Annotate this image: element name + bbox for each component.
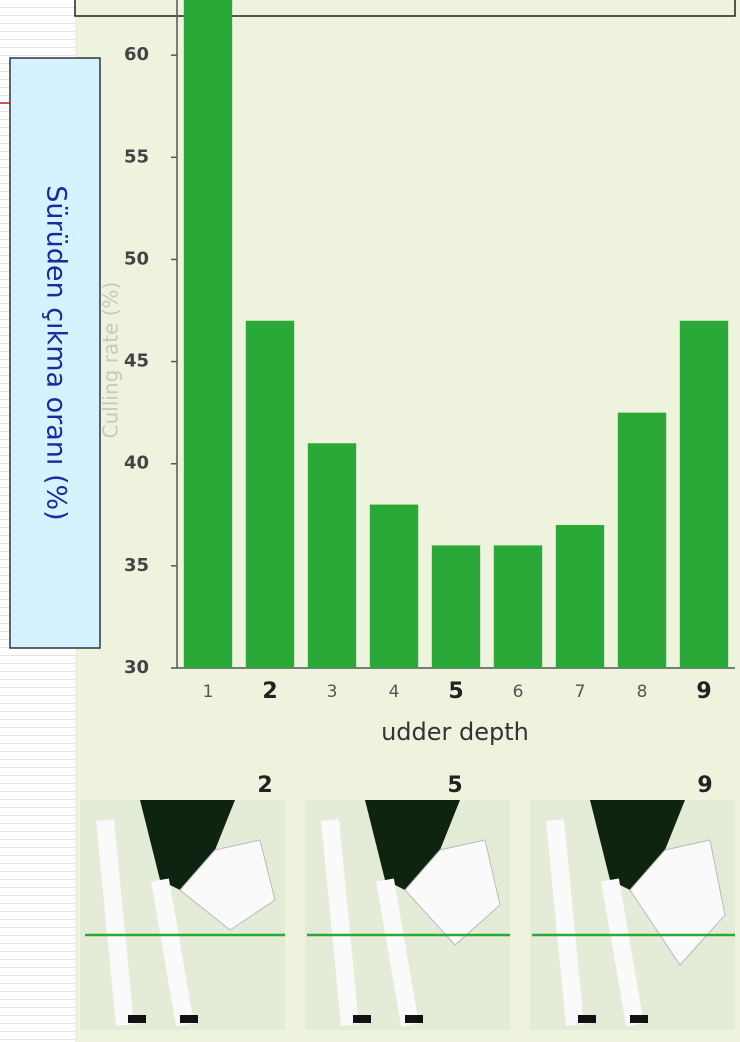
x-tick-label: 8	[637, 682, 648, 702]
x-tick-label: 4	[389, 682, 400, 702]
bar	[369, 504, 419, 668]
x-tick-label: 3	[327, 682, 338, 702]
bar	[617, 412, 667, 668]
y-tick-label: 45	[124, 351, 149, 372]
udder-image	[80, 800, 285, 1030]
x-tick-label: 7	[575, 682, 586, 702]
x-tick-label: 9	[696, 679, 711, 704]
bar	[555, 525, 605, 668]
y-tick-label: 50	[124, 248, 149, 269]
x-tick-label: 1	[203, 682, 214, 702]
original-y-label: Culling rate (%)	[99, 282, 123, 439]
panel-label: 2	[257, 773, 272, 798]
bar	[245, 320, 295, 668]
y-tick-label: 30	[124, 657, 149, 678]
udder-panels	[80, 800, 735, 1030]
bar	[183, 0, 233, 668]
x-tick-label: 2	[262, 679, 277, 704]
udder-image	[305, 800, 510, 1030]
panel-label: 9	[697, 773, 712, 798]
top-box	[74, 0, 736, 17]
x-tick-label: 5	[448, 679, 463, 704]
bar	[307, 443, 357, 668]
y-axis-title: Sürüden çıkma oranı (%)	[41, 185, 72, 520]
panel-label: 5	[447, 773, 462, 798]
y-tick-label: 40	[124, 453, 149, 474]
y-tick-label: 60	[124, 44, 149, 65]
bar	[493, 545, 543, 668]
bar	[431, 545, 481, 668]
x-tick-label: 6	[513, 682, 524, 702]
y-label-box	[9, 57, 101, 649]
udder-image	[530, 800, 735, 1030]
bar	[679, 320, 729, 668]
y-tick-label: 55	[124, 146, 149, 167]
y-tick-label: 35	[124, 555, 149, 576]
x-axis-title: udder depth	[381, 718, 529, 746]
